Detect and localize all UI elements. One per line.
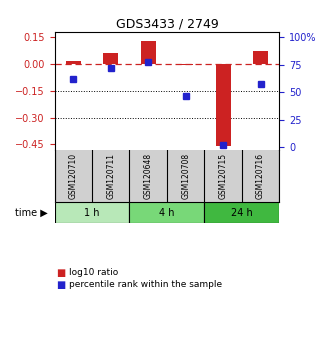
Text: GSM120711: GSM120711 — [106, 153, 115, 199]
Bar — [103, 53, 118, 64]
Text: GSM120708: GSM120708 — [181, 153, 190, 199]
Bar — [178, 64, 193, 65]
Bar — [253, 51, 268, 64]
Text: GSM120710: GSM120710 — [69, 153, 78, 199]
Title: GDS3433 / 2749: GDS3433 / 2749 — [116, 18, 218, 31]
Bar — [141, 41, 156, 64]
Bar — [204, 202, 279, 223]
Bar — [216, 64, 230, 146]
Text: GSM120648: GSM120648 — [144, 153, 153, 199]
Text: GSM120716: GSM120716 — [256, 153, 265, 199]
Text: GSM120715: GSM120715 — [219, 153, 228, 199]
Text: percentile rank within the sample: percentile rank within the sample — [69, 280, 222, 290]
Text: ■: ■ — [56, 280, 65, 290]
Text: ■: ■ — [56, 268, 65, 278]
Bar — [129, 202, 204, 223]
Bar — [55, 202, 129, 223]
Text: 24 h: 24 h — [231, 207, 253, 218]
Bar — [66, 61, 81, 64]
Text: time ▶: time ▶ — [15, 207, 48, 218]
Text: 4 h: 4 h — [159, 207, 175, 218]
Text: 1 h: 1 h — [84, 207, 100, 218]
Text: log10 ratio: log10 ratio — [69, 268, 118, 277]
